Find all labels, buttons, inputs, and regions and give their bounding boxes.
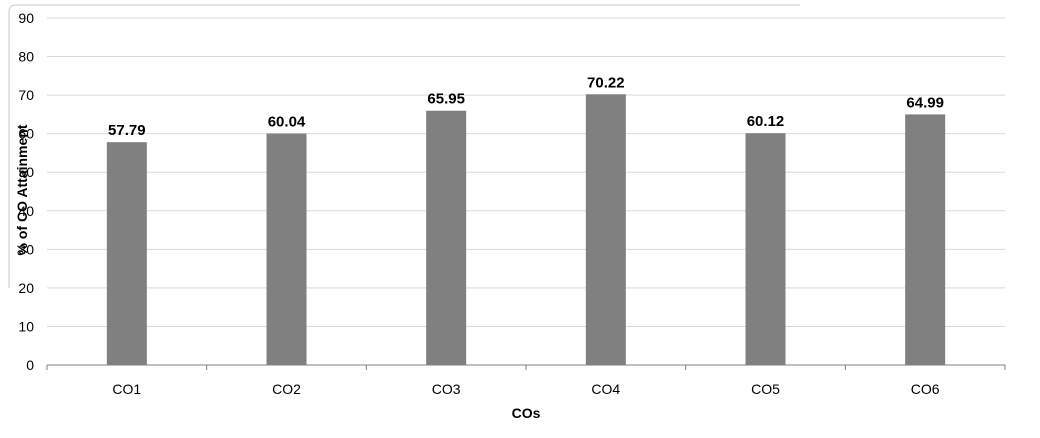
data-labels: 57.79 60.04 65.95 70.22 60.12 64.99 bbox=[108, 74, 944, 139]
x-tick-label: CO4 bbox=[591, 381, 620, 397]
y-tick-label: 70 bbox=[18, 87, 34, 103]
y-axis-title: % of CO Attainment bbox=[14, 124, 30, 255]
data-label: 57.79 bbox=[108, 122, 146, 139]
data-label: 65.95 bbox=[427, 91, 465, 108]
bar bbox=[426, 110, 467, 366]
y-tick-label: 0 bbox=[26, 357, 34, 373]
bar bbox=[585, 94, 626, 366]
y-tick-label: 90 bbox=[18, 10, 34, 26]
data-label: 60.04 bbox=[268, 114, 306, 131]
x-tick-label: CO2 bbox=[272, 381, 301, 397]
y-tick-label: 30 bbox=[18, 241, 34, 257]
data-label: 60.12 bbox=[747, 113, 785, 130]
y-tick-label: 50 bbox=[18, 164, 34, 180]
bar bbox=[745, 133, 786, 365]
data-label: 70.22 bbox=[587, 74, 625, 91]
y-axis-ticks: 0 10 20 30 40 50 60 70 80 90 bbox=[18, 10, 34, 373]
y-tick-label: 40 bbox=[18, 203, 34, 219]
x-axis-ticks: CO1 CO2 CO3 CO4 CO5 CO6 bbox=[46, 365, 1006, 397]
y-tick-label: 10 bbox=[18, 318, 34, 334]
chart-frame-layer bbox=[8, 4, 800, 288]
bar bbox=[266, 133, 307, 365]
x-tick-label: CO6 bbox=[911, 381, 940, 397]
x-tick-label: CO3 bbox=[432, 381, 461, 397]
bar bbox=[106, 142, 147, 365]
y-tick-label: 20 bbox=[18, 280, 34, 296]
bars bbox=[106, 94, 946, 366]
y-tick-label: 80 bbox=[18, 49, 34, 65]
bar bbox=[905, 114, 946, 365]
y-tick-label: 60 bbox=[18, 126, 34, 142]
x-tick-label: CO1 bbox=[112, 381, 141, 397]
chart-border bbox=[8, 4, 800, 288]
data-label: 64.99 bbox=[906, 94, 944, 111]
x-axis-title: COs bbox=[512, 405, 541, 421]
x-tick-label: CO5 bbox=[751, 381, 780, 397]
gridlines bbox=[47, 17, 1005, 327]
